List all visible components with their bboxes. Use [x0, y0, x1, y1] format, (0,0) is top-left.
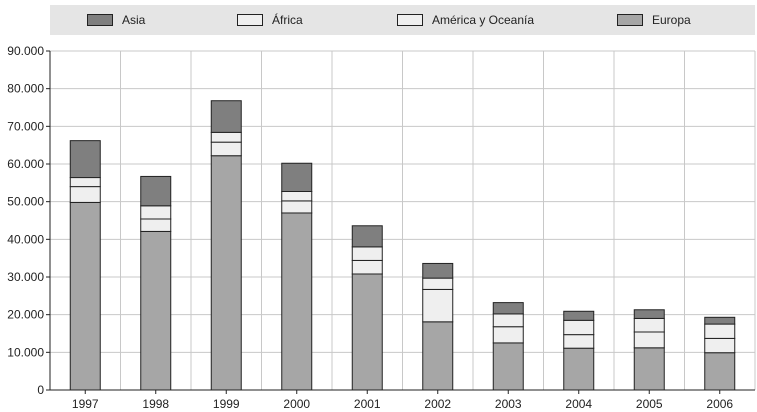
y-tick-label: 50.000 — [7, 195, 44, 209]
bar-segment-europa — [351, 273, 383, 391]
bar-segment-asia — [281, 162, 313, 192]
legend-label-america-oceania: América y Oceanía — [432, 13, 535, 27]
y-tick-label: 90.000 — [7, 44, 44, 58]
legend-swatch-europa — [617, 14, 643, 26]
bar-segment-africa — [633, 317, 665, 333]
bar-segment-africa — [140, 205, 172, 220]
x-tick-label: 2000 — [283, 397, 310, 411]
bar-segment-africa — [281, 190, 313, 202]
x-tick-label: 1999 — [213, 397, 240, 411]
bar-segment-europa — [563, 347, 595, 391]
axes: 0 10.000 20.000 30.000 40.000 50.000 60.000 70.… — [7, 44, 755, 411]
bar-segment-europa — [210, 155, 242, 391]
bar-segment-america-y-oceania — [422, 288, 454, 323]
bar-segment-europa — [140, 230, 172, 391]
bar-segment-europa — [281, 212, 313, 391]
legend-swatch-africa — [237, 14, 263, 26]
y-tick-label: 40.000 — [7, 232, 44, 246]
y-tick-label: 80.000 — [7, 82, 44, 96]
bar-segment-africa — [351, 246, 383, 261]
x-tick-label: 2002 — [424, 397, 451, 411]
legend-label-europa: Europa — [652, 13, 691, 27]
y-tick-label: 10.000 — [7, 345, 44, 359]
bar-segment-asia — [69, 140, 101, 179]
bar-segment-america-y-oceania — [563, 334, 595, 349]
legend-swatch-america-oceania — [397, 14, 423, 26]
bar-segment-europa — [633, 347, 665, 391]
bar-segment-america-y-oceania — [351, 259, 383, 275]
bar-segment-europa — [422, 321, 454, 391]
bar-segment-africa — [422, 277, 454, 290]
bar-segment-asia — [492, 302, 524, 315]
x-tick-label: 2003 — [495, 397, 522, 411]
legend-item-africa: África — [237, 13, 303, 27]
y-tick-label: 70.000 — [7, 119, 44, 133]
bar-segment-africa — [704, 323, 736, 339]
legend-item-asia: Asia — [87, 13, 145, 27]
legend-swatch-asia — [87, 14, 113, 26]
bar-segment-africa — [563, 319, 595, 336]
bar-segment-america-y-oceania — [281, 200, 313, 214]
x-tick-label: 1997 — [72, 397, 99, 411]
bar-segment-asia — [351, 225, 383, 248]
bar-segment-europa — [69, 201, 101, 391]
x-tick-label: 1998 — [142, 397, 169, 411]
bars — [69, 100, 736, 391]
x-tick-label: 2005 — [636, 397, 663, 411]
bar-segment-africa — [69, 177, 101, 188]
legend-label-asia: Asia — [122, 13, 146, 27]
bar-segment-europa — [492, 342, 524, 391]
legend: Asia África América y Oceanía Europa — [50, 5, 755, 35]
bar-segment-america-y-oceania — [140, 218, 172, 232]
bar-segment-asia — [140, 175, 172, 207]
bar-segment-asia — [563, 310, 595, 321]
bar-segment-asia — [633, 309, 665, 319]
bar-segment-europa — [704, 352, 736, 391]
bar-segment-africa — [210, 131, 242, 143]
legend-label-africa: África — [272, 13, 303, 27]
bar-segment-asia — [704, 316, 736, 325]
bar-segment-asia — [210, 100, 242, 133]
y-tick-label: 0 — [37, 383, 44, 397]
y-tick-label: 60.000 — [7, 157, 44, 171]
bar-segment-america-y-oceania — [492, 326, 524, 344]
bar-segment-america-y-oceania — [210, 141, 242, 157]
y-tick-label: 20.000 — [7, 308, 44, 322]
bar-segment-america-y-oceania — [69, 186, 101, 203]
x-tick-label: 2006 — [706, 397, 733, 411]
x-tick-label: 2004 — [565, 397, 592, 411]
bar-segment-america-y-oceania — [633, 331, 665, 349]
bar-segment-africa — [492, 313, 524, 328]
legend-item-europa: Europa — [617, 13, 691, 27]
bar-segment-asia — [422, 262, 454, 279]
y-tick-label: 30.000 — [7, 270, 44, 284]
x-tick-label: 2001 — [354, 397, 381, 411]
legend-item-america-oceania: América y Oceanía — [397, 13, 534, 27]
bar-segment-america-y-oceania — [704, 337, 736, 354]
